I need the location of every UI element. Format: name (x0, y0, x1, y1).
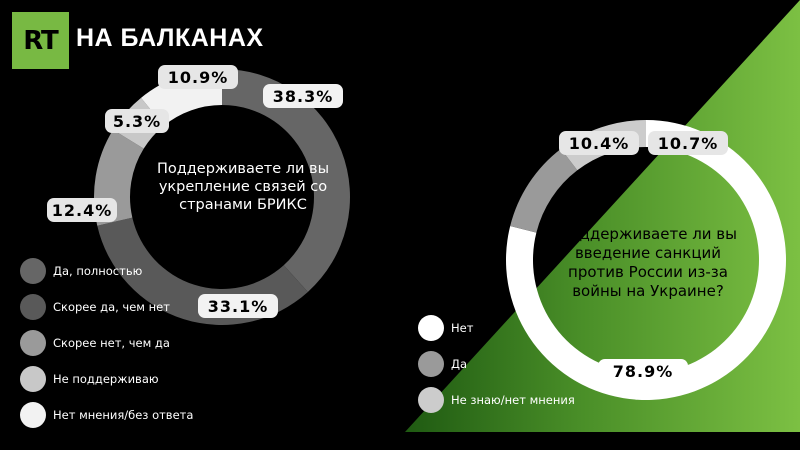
legend-item: Нет (418, 315, 473, 341)
brics-question: Поддерживаете ли вы укрепление связей со… (156, 161, 330, 213)
legend-swatch (20, 330, 46, 356)
segment-label-1-1: 10.7% (648, 131, 728, 155)
legend-swatch (418, 315, 444, 341)
legend-label: Нет (451, 321, 474, 335)
segment-label-0-2: 12.4% (47, 198, 117, 222)
brand-name: НА БАЛКАНАХ (76, 24, 264, 52)
svg-text:38.3%: 38.3% (273, 87, 334, 106)
svg-text:33.1%: 33.1% (208, 297, 269, 316)
legend-swatch (20, 294, 46, 320)
rt-logo-text: RT (23, 25, 59, 56)
legend-item: Да (418, 351, 467, 377)
legend-item: Скорее да, чем нет (20, 294, 170, 320)
legend-label: Нет мнения/без ответа (53, 408, 194, 422)
svg-text:10.4%: 10.4% (569, 134, 630, 153)
legend-item: Нет мнения/без ответа (20, 402, 193, 428)
green-background-panel (405, 0, 800, 432)
legend-item: Да, полностью (20, 258, 142, 284)
legend-swatch (20, 366, 46, 392)
sanctions-question: Поддерживаете ли вы введение санкций про… (559, 225, 737, 300)
svg-text:5.3%: 5.3% (113, 112, 161, 131)
legend-label: Скорее нет, чем да (53, 336, 170, 350)
legend-swatch (20, 258, 46, 284)
donut-segment-1-1 (510, 148, 578, 233)
segment-label-0-1: 33.1% (198, 294, 278, 318)
legend-item: Скорее нет, чем да (20, 330, 170, 356)
segment-label-1-0: 78.9% (598, 359, 688, 383)
rt-logo: RT (12, 12, 69, 69)
legend-swatch (418, 387, 444, 413)
legend-label: Не знаю/нет мнения (451, 393, 575, 407)
svg-text:12.4%: 12.4% (52, 201, 113, 220)
legend-swatch (418, 351, 444, 377)
legend-swatch (20, 402, 46, 428)
svg-text:78.9%: 78.9% (613, 362, 674, 381)
legend-item: Не поддерживаю (20, 366, 159, 392)
segment-label-1-2: 10.4% (559, 131, 639, 155)
donut-segment-0-0 (222, 69, 350, 292)
legend-label: Да (451, 357, 468, 371)
segment-label-0-0: 38.3% (263, 84, 343, 108)
legend-label: Не поддерживаю (53, 372, 159, 386)
legend-label: Да, полностью (53, 264, 143, 278)
svg-text:10.7%: 10.7% (658, 134, 719, 153)
svg-text:10.9%: 10.9% (168, 68, 229, 87)
segment-label-0-3: 5.3% (105, 109, 169, 133)
segment-label-0-4: 10.9% (158, 65, 238, 89)
legend-item: Не знаю/нет мнения (418, 387, 575, 413)
legend-label: Скорее да, чем нет (53, 300, 170, 314)
